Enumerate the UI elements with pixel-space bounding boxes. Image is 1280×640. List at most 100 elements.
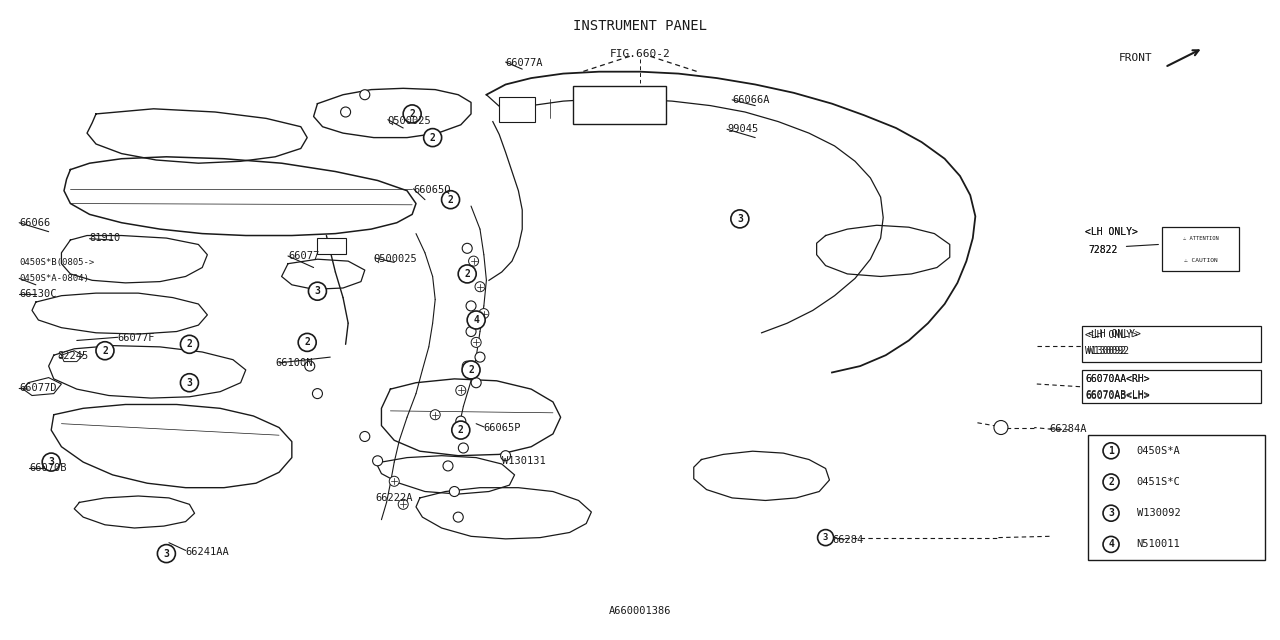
- Circle shape: [458, 443, 468, 453]
- Circle shape: [452, 421, 470, 439]
- Text: 1: 1: [1108, 446, 1114, 456]
- Bar: [317, 238, 346, 254]
- Bar: [1162, 227, 1239, 271]
- Text: <LH ONLY>: <LH ONLY>: [1085, 330, 1138, 340]
- Circle shape: [360, 431, 370, 442]
- Text: 66070AB<LH>: 66070AB<LH>: [1085, 390, 1149, 400]
- Text: 66070AB<LH>: 66070AB<LH>: [1085, 390, 1149, 401]
- Circle shape: [96, 342, 114, 360]
- Bar: [499, 97, 535, 122]
- Circle shape: [820, 532, 831, 543]
- Text: 66070B: 66070B: [29, 463, 67, 474]
- Circle shape: [456, 416, 466, 426]
- Circle shape: [819, 531, 832, 545]
- Text: 66065Q: 66065Q: [413, 184, 451, 195]
- Text: 2: 2: [102, 346, 108, 356]
- Circle shape: [312, 388, 323, 399]
- Circle shape: [462, 243, 472, 253]
- Circle shape: [466, 301, 476, 311]
- Circle shape: [389, 476, 399, 486]
- Text: 0451S*C: 0451S*C: [1137, 477, 1180, 487]
- Text: 2: 2: [465, 269, 470, 279]
- Circle shape: [458, 265, 476, 283]
- Text: 3: 3: [315, 286, 320, 296]
- Text: W130092: W130092: [1137, 508, 1180, 518]
- Text: <LH ONLY>: <LH ONLY>: [1088, 329, 1140, 339]
- Text: 0450S*A: 0450S*A: [1137, 446, 1180, 456]
- Circle shape: [1103, 443, 1119, 459]
- Circle shape: [462, 361, 472, 371]
- Text: 2: 2: [468, 365, 474, 375]
- Circle shape: [298, 333, 316, 351]
- Text: 99045: 99045: [727, 124, 758, 134]
- Circle shape: [456, 385, 466, 396]
- Circle shape: [443, 461, 453, 471]
- Text: 66077F: 66077F: [118, 333, 155, 343]
- Circle shape: [818, 530, 833, 545]
- Circle shape: [1103, 474, 1119, 490]
- Circle shape: [360, 90, 370, 100]
- Text: 3: 3: [823, 533, 828, 542]
- Circle shape: [468, 256, 479, 266]
- Text: 4: 4: [474, 315, 479, 325]
- Text: Q500025: Q500025: [388, 115, 431, 125]
- Text: 2: 2: [448, 195, 453, 205]
- Text: ⚠ ATTENTION: ⚠ ATTENTION: [1183, 236, 1219, 241]
- Text: 66077A: 66077A: [506, 58, 543, 68]
- Circle shape: [467, 311, 485, 329]
- Text: 66070AA<RH>: 66070AA<RH>: [1085, 374, 1149, 384]
- Circle shape: [475, 352, 485, 362]
- Text: ⚠ CAUTION: ⚠ CAUTION: [1184, 258, 1217, 263]
- Text: 4: 4: [1108, 540, 1114, 549]
- Text: FIG.660-2: FIG.660-2: [609, 49, 671, 60]
- Circle shape: [453, 512, 463, 522]
- Circle shape: [403, 105, 421, 123]
- Text: 3: 3: [187, 378, 192, 388]
- Circle shape: [500, 451, 511, 461]
- Text: 2: 2: [187, 339, 192, 349]
- Text: 66077: 66077: [288, 251, 319, 261]
- Text: 66284: 66284: [832, 534, 863, 545]
- Circle shape: [157, 545, 175, 563]
- Text: W130092: W130092: [1088, 346, 1129, 356]
- Text: INSTRUMENT PANEL: INSTRUMENT PANEL: [573, 19, 707, 33]
- Text: 2: 2: [1108, 477, 1114, 487]
- Text: 82245: 82245: [58, 351, 88, 362]
- Circle shape: [430, 410, 440, 420]
- Circle shape: [305, 361, 315, 371]
- Text: 3: 3: [164, 548, 169, 559]
- Text: 66222A: 66222A: [375, 493, 412, 503]
- Text: 2: 2: [410, 109, 415, 119]
- Text: 66066: 66066: [19, 218, 50, 228]
- Circle shape: [42, 453, 60, 471]
- Text: 3: 3: [1108, 508, 1114, 518]
- Text: 2: 2: [430, 132, 435, 143]
- Circle shape: [471, 378, 481, 388]
- Bar: [573, 86, 666, 124]
- Text: 66066A: 66066A: [732, 95, 769, 106]
- Circle shape: [996, 422, 1006, 433]
- Circle shape: [475, 282, 485, 292]
- Text: 3: 3: [737, 214, 742, 224]
- Circle shape: [731, 210, 749, 228]
- Text: 2: 2: [305, 337, 310, 348]
- Text: <LH ONLY>: <LH ONLY>: [1085, 227, 1138, 237]
- Circle shape: [479, 308, 489, 319]
- Text: <LH ONLY>: <LH ONLY>: [1085, 227, 1138, 237]
- Text: N510011: N510011: [1137, 540, 1180, 549]
- Text: Q500025: Q500025: [374, 253, 417, 264]
- Text: 72822: 72822: [1088, 244, 1117, 255]
- Text: 66130C: 66130C: [19, 289, 56, 300]
- Circle shape: [180, 335, 198, 353]
- Bar: [1082, 370, 1261, 403]
- Text: A660001386: A660001386: [609, 606, 671, 616]
- Text: W130131: W130131: [502, 456, 545, 466]
- Circle shape: [424, 129, 442, 147]
- Circle shape: [180, 374, 198, 392]
- Circle shape: [372, 456, 383, 466]
- Text: 66100N: 66100N: [275, 358, 312, 368]
- Circle shape: [340, 107, 351, 117]
- Circle shape: [471, 337, 481, 348]
- Circle shape: [462, 269, 472, 279]
- Text: 66241AA: 66241AA: [186, 547, 229, 557]
